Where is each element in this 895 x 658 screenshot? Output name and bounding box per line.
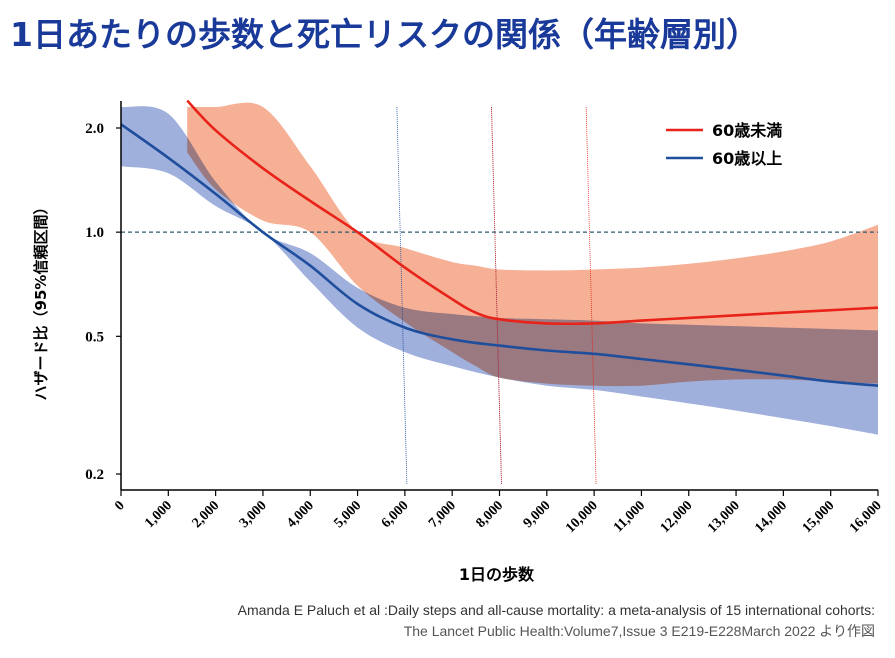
y-tick-label: 1.0 <box>85 225 104 241</box>
x-tick-label: 0 <box>112 498 128 514</box>
x-tick-label: 13,000 <box>705 498 743 536</box>
x-axis-label: 1日の歩数 <box>459 565 535 584</box>
x-tick-label: 6,000 <box>379 498 412 531</box>
chart-title: 1日あたりの歩数と死亡リスクの関係（年齢層別） <box>10 15 759 54</box>
x-tick-label: 16,000 <box>847 498 885 536</box>
legend-label: 60歳以上 <box>712 149 782 168</box>
x-tick-label: 14,000 <box>752 498 790 536</box>
x-tick-label: 12,000 <box>658 498 696 536</box>
source-line-2: The Lancet Public Health:Volume7,Issue 3… <box>403 623 875 639</box>
vertical-markers <box>396 106 597 485</box>
source-line-1: Amanda E Paluch et al :Daily steps and a… <box>237 602 875 618</box>
x-tick-label: 7,000 <box>426 498 459 531</box>
x-tick-label: 9,000 <box>521 498 554 531</box>
y-tick-label: 0.5 <box>85 329 104 345</box>
y-tick-label: 0.2 <box>85 467 104 483</box>
confidence-band-under60 <box>187 102 878 387</box>
x-tick-label: 10,000 <box>563 498 601 536</box>
vertical-marker-4 <box>585 106 597 485</box>
x-tick-label: 15,000 <box>800 498 838 536</box>
y-axis-label: ハザード比（95%信頼区間） <box>32 200 50 401</box>
x-tick-label: 2,000 <box>190 498 223 531</box>
legend: 60歳未満 60歳以上 <box>666 121 782 168</box>
x-tick-label: 1,000 <box>142 498 175 531</box>
confidence-bands <box>121 102 878 435</box>
series-lines <box>120 99 879 387</box>
confidence-band-over60 <box>121 106 878 435</box>
vertical-marker-1 <box>396 106 408 485</box>
series-line-over60 <box>120 123 879 387</box>
source-citation: Amanda E Paluch et al :Daily steps and a… <box>238 600 875 642</box>
chart: 0.2 0.5 1.0 2.0 0 1,000 2,000 3,000 4,000 5,000 6,… <box>32 99 885 584</box>
x-tick-label: 4,000 <box>284 498 317 531</box>
legend-label: 60歳未満 <box>712 121 782 140</box>
x-tick-label: 8,000 <box>473 498 506 531</box>
y-tick-label: 2.0 <box>85 121 104 137</box>
vertical-marker-3 <box>491 106 502 485</box>
x-tick-label: 11,000 <box>611 498 648 535</box>
x-tick-label: 3,000 <box>237 498 270 531</box>
series-line-under60 <box>186 99 879 326</box>
x-tick-label: 5,000 <box>332 498 365 531</box>
